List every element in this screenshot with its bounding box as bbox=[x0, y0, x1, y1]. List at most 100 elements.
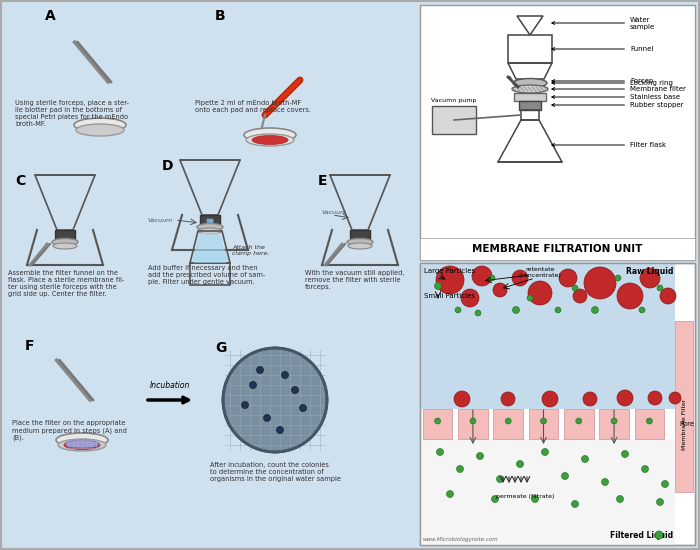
FancyBboxPatch shape bbox=[194, 253, 226, 263]
FancyBboxPatch shape bbox=[494, 409, 523, 439]
Ellipse shape bbox=[246, 134, 294, 146]
Circle shape bbox=[657, 498, 664, 505]
Circle shape bbox=[611, 418, 617, 424]
Ellipse shape bbox=[347, 239, 373, 245]
Circle shape bbox=[281, 371, 288, 378]
Ellipse shape bbox=[198, 228, 222, 234]
FancyBboxPatch shape bbox=[519, 101, 541, 110]
Text: permeate (filtrate): permeate (filtrate) bbox=[496, 494, 554, 499]
Text: G: G bbox=[215, 341, 226, 355]
Circle shape bbox=[617, 283, 643, 309]
Text: Incubation: Incubation bbox=[150, 381, 190, 390]
Circle shape bbox=[572, 285, 578, 291]
Circle shape bbox=[583, 392, 597, 406]
Circle shape bbox=[256, 366, 263, 373]
Circle shape bbox=[542, 391, 558, 407]
Circle shape bbox=[617, 496, 624, 503]
Text: retentate
(concentrate): retentate (concentrate) bbox=[519, 267, 561, 278]
Ellipse shape bbox=[64, 441, 100, 449]
FancyBboxPatch shape bbox=[458, 409, 488, 439]
Text: Forcep: Forcep bbox=[552, 78, 653, 84]
Text: Vacumn pump: Vacumn pump bbox=[431, 98, 477, 103]
Circle shape bbox=[528, 281, 552, 305]
Circle shape bbox=[571, 500, 578, 508]
Text: Membrane filter: Membrane filter bbox=[552, 86, 686, 92]
Circle shape bbox=[437, 448, 444, 455]
Text: Funnel: Funnel bbox=[552, 46, 653, 52]
Circle shape bbox=[512, 270, 528, 286]
FancyBboxPatch shape bbox=[420, 439, 675, 545]
FancyBboxPatch shape bbox=[420, 5, 695, 260]
Circle shape bbox=[447, 491, 454, 498]
FancyBboxPatch shape bbox=[200, 215, 220, 227]
Circle shape bbox=[660, 288, 676, 304]
Text: MEMBRANE FILTRATION UNIT: MEMBRANE FILTRATION UNIT bbox=[473, 244, 643, 254]
Circle shape bbox=[639, 307, 645, 313]
Circle shape bbox=[223, 348, 327, 452]
Circle shape bbox=[622, 450, 629, 458]
Text: Place the filter on the appropriate
medium prepared in steps (A) and
(B).: Place the filter on the appropriate medi… bbox=[12, 420, 127, 441]
Text: Filtered Liquid: Filtered Liquid bbox=[610, 531, 673, 540]
Circle shape bbox=[496, 476, 503, 482]
Text: Stainless base: Stainless base bbox=[552, 94, 680, 100]
Text: Vacuum: Vacuum bbox=[148, 217, 174, 223]
FancyBboxPatch shape bbox=[514, 93, 546, 101]
Ellipse shape bbox=[58, 439, 106, 451]
Circle shape bbox=[263, 415, 270, 421]
Circle shape bbox=[615, 275, 621, 281]
Circle shape bbox=[601, 478, 608, 486]
FancyBboxPatch shape bbox=[599, 409, 629, 439]
Circle shape bbox=[584, 267, 616, 299]
FancyBboxPatch shape bbox=[675, 321, 693, 492]
Circle shape bbox=[241, 402, 248, 409]
Circle shape bbox=[531, 496, 538, 503]
Ellipse shape bbox=[252, 135, 288, 145]
Ellipse shape bbox=[52, 239, 78, 245]
Text: Add buffer if necessary and then
add the prescribed volume of sam-
ple. Filter u: Add buffer if necessary and then add the… bbox=[148, 265, 265, 285]
Text: With the vacuum still applied,
remove the filter with sterile
forceps.: With the vacuum still applied, remove th… bbox=[305, 270, 405, 290]
Circle shape bbox=[505, 418, 511, 424]
Circle shape bbox=[461, 289, 479, 307]
Text: Using sterile forceps, place a ster-
ile blotter pad in the bottoms of
special P: Using sterile forceps, place a ster- ile… bbox=[15, 100, 129, 127]
Circle shape bbox=[559, 269, 577, 287]
FancyBboxPatch shape bbox=[634, 409, 664, 439]
Ellipse shape bbox=[74, 118, 126, 132]
FancyBboxPatch shape bbox=[423, 409, 452, 439]
Ellipse shape bbox=[65, 440, 99, 448]
Circle shape bbox=[455, 307, 461, 313]
Text: Large Particles: Large Particles bbox=[424, 268, 475, 274]
Circle shape bbox=[454, 391, 470, 407]
Text: B: B bbox=[215, 9, 225, 23]
Text: Attach the
clamp here.: Attach the clamp here. bbox=[232, 245, 270, 256]
Circle shape bbox=[470, 418, 476, 424]
Text: D: D bbox=[162, 159, 174, 173]
Text: A: A bbox=[45, 9, 56, 23]
Polygon shape bbox=[192, 233, 228, 261]
Circle shape bbox=[435, 418, 440, 424]
Text: Water
sample: Water sample bbox=[552, 16, 655, 30]
Circle shape bbox=[291, 387, 298, 393]
Circle shape bbox=[517, 460, 524, 468]
Text: Membrane Filter: Membrane Filter bbox=[682, 398, 687, 450]
Ellipse shape bbox=[56, 433, 108, 447]
Ellipse shape bbox=[206, 218, 209, 223]
Circle shape bbox=[493, 283, 507, 297]
Circle shape bbox=[648, 391, 662, 405]
FancyBboxPatch shape bbox=[420, 238, 695, 260]
Circle shape bbox=[477, 453, 484, 459]
Circle shape bbox=[592, 306, 598, 313]
Text: Rubber stopper: Rubber stopper bbox=[552, 102, 683, 108]
Circle shape bbox=[436, 266, 464, 294]
FancyBboxPatch shape bbox=[432, 106, 476, 134]
FancyBboxPatch shape bbox=[564, 409, 594, 439]
Circle shape bbox=[573, 289, 587, 303]
Circle shape bbox=[576, 418, 582, 424]
Ellipse shape bbox=[244, 128, 296, 142]
Circle shape bbox=[249, 382, 256, 388]
Circle shape bbox=[669, 392, 681, 404]
Circle shape bbox=[456, 465, 463, 472]
Ellipse shape bbox=[512, 85, 548, 93]
Circle shape bbox=[472, 266, 492, 286]
FancyBboxPatch shape bbox=[528, 409, 559, 439]
Circle shape bbox=[300, 404, 307, 411]
